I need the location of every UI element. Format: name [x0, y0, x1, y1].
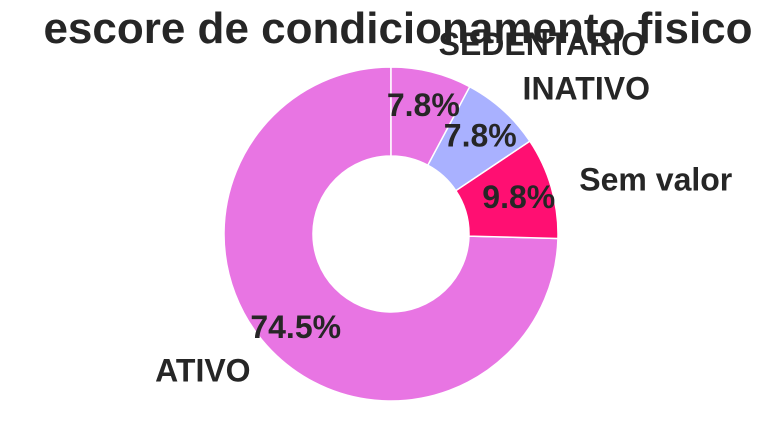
category-label-sedentario: SEDENTARIO: [439, 26, 646, 62]
pct-label-sedentario: 7.8%: [387, 87, 460, 123]
category-label-inativo: INATIVO: [523, 71, 650, 107]
slice-ativo: [223, 66, 559, 402]
category-label-ativo: ATIVO: [155, 353, 250, 389]
pct-label-sem-valor: 9.8%: [482, 179, 555, 215]
pct-label-inativo: 7.8%: [444, 117, 517, 153]
chart-title: escore de condicionamento fisico: [43, 4, 752, 53]
slices-group: [223, 66, 559, 402]
category-label-sem-valor: Sem valor: [579, 162, 732, 198]
slice-sedentario: [390, 66, 471, 167]
pct-label-ativo: 74.5%: [250, 309, 341, 345]
